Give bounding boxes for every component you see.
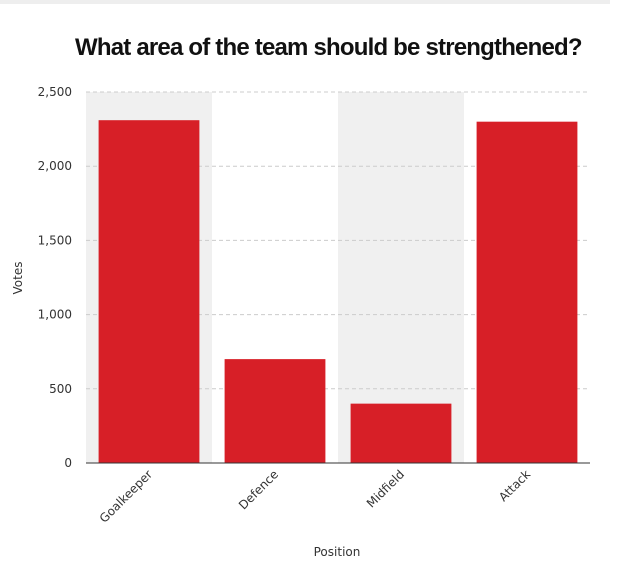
bar	[98, 120, 200, 464]
y-tick-label: 1,000	[38, 308, 72, 322]
x-tick-label: Midfield	[364, 467, 407, 510]
band	[338, 92, 464, 463]
y-axis-label: Votes	[11, 262, 25, 295]
x-tick-label: Attack	[496, 467, 533, 504]
bars	[98, 120, 578, 464]
y-tick-label: 0	[64, 456, 72, 470]
bar	[350, 403, 452, 463]
x-tick-label: Goalkeeper	[97, 467, 155, 525]
y-tick-label: 2,500	[38, 85, 72, 99]
y-tick-label: 2,000	[38, 159, 72, 173]
y-tick-label: 500	[49, 382, 72, 396]
bar	[476, 121, 578, 464]
x-axis-label: Position	[314, 545, 361, 559]
y-tick-label: 1,500	[38, 233, 72, 247]
top-strip	[0, 0, 610, 4]
x-tick-label: Defence	[236, 467, 281, 512]
bar	[224, 359, 326, 463]
chart-title: What area of the team should be strength…	[75, 34, 582, 61]
